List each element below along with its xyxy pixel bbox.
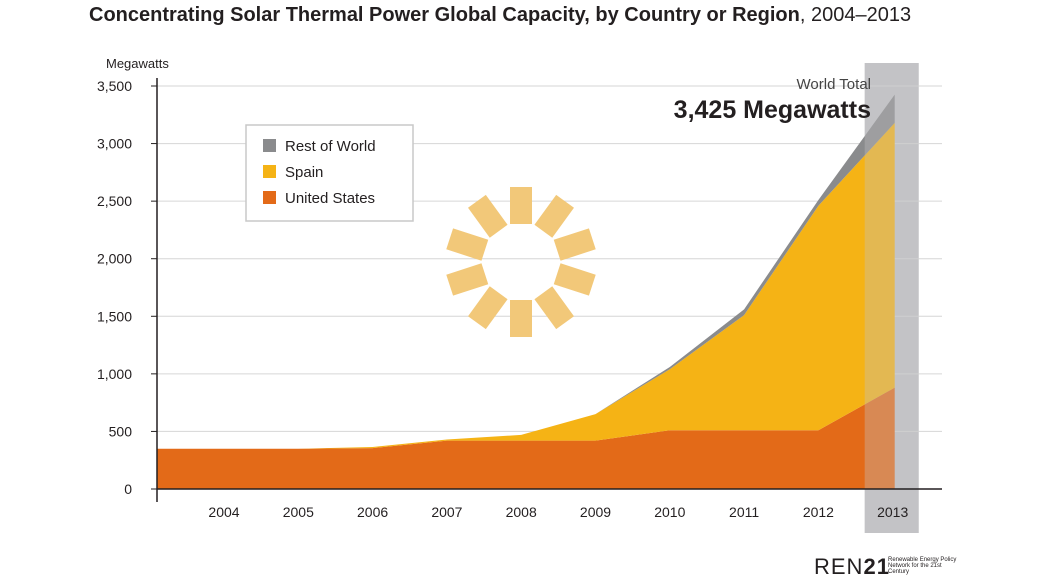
x-tick-label: 2004 (208, 504, 239, 520)
sun-ray (446, 263, 489, 296)
y-tick-label: 3,000 (97, 136, 132, 152)
legend-label: United States (285, 190, 375, 207)
sun-ray (534, 286, 574, 330)
x-tick-labels: 2004 2005 2006 2007 2008 2009 2010 2011 2012 2013 (208, 504, 908, 520)
sun-ray (468, 194, 508, 238)
legend-label: Spain (285, 164, 323, 181)
x-tick-label: 2006 (357, 504, 388, 520)
x-tick-label: 2012 (803, 504, 834, 520)
world-total-value: 3,425 Megawatts (674, 96, 871, 124)
ren21-logo-mark: REN21 (814, 556, 890, 576)
series-areas (157, 63, 919, 533)
x-tick-label: 2010 (654, 504, 685, 520)
y-tick-label: 3,500 (97, 78, 132, 94)
x-tick-label: 2007 (431, 504, 462, 520)
y-tick-labels: 0 500 1,000 1,500 2,000 2,500 3,000 3,500 (97, 78, 132, 497)
sun-icon (446, 187, 596, 337)
world-total-label: World Total (797, 76, 871, 93)
x-tick-label: 2013 (877, 504, 908, 520)
y-axis-unit-label: Megawatts (106, 56, 169, 71)
sun-ray (468, 286, 508, 330)
sun-ray (446, 228, 489, 261)
y-tick-label: 2,500 (97, 193, 132, 209)
sun-ray (553, 263, 596, 296)
area-spain (157, 122, 895, 449)
legend-swatch (263, 165, 276, 178)
sun-ray (534, 194, 574, 238)
x-tick-label: 2009 (580, 504, 611, 520)
legend-label: Rest of World (285, 138, 376, 155)
highlight-band-overlay (864, 63, 919, 533)
chart-title-main: Concentrating Solar Thermal Power Global… (89, 4, 800, 26)
y-tick-label: 1,500 (97, 308, 132, 324)
sun-ray (553, 228, 596, 261)
area-united-states (157, 387, 895, 489)
world-total-callout: World Total 3,425 Megawatts (674, 76, 871, 124)
chart-title: Concentrating Solar Thermal Power Global… (89, 4, 911, 27)
legend: Rest of World Spain United States (245, 124, 414, 222)
x-tick-label: 2005 (283, 504, 314, 520)
legend-swatch (263, 191, 276, 204)
ren21-logo-tagline: Renewable Energy Policy Network for the … (888, 557, 957, 575)
y-tick-label: 0 (124, 481, 132, 497)
legend-swatch (263, 139, 276, 152)
ren21-logo: REN21 Renewable Energy Policy Network fo… (814, 556, 964, 576)
y-tick-label: 1,000 (97, 366, 132, 382)
chart-title-years: , 2004–2013 (799, 4, 912, 26)
y-tick-label: 2,000 (97, 251, 132, 267)
y-tick-label: 500 (109, 423, 133, 439)
sun-ray (510, 187, 532, 224)
x-tick-label: 2008 (506, 504, 537, 520)
axes (151, 78, 942, 502)
sun-ray (510, 300, 532, 337)
x-tick-label: 2011 (729, 504, 759, 520)
